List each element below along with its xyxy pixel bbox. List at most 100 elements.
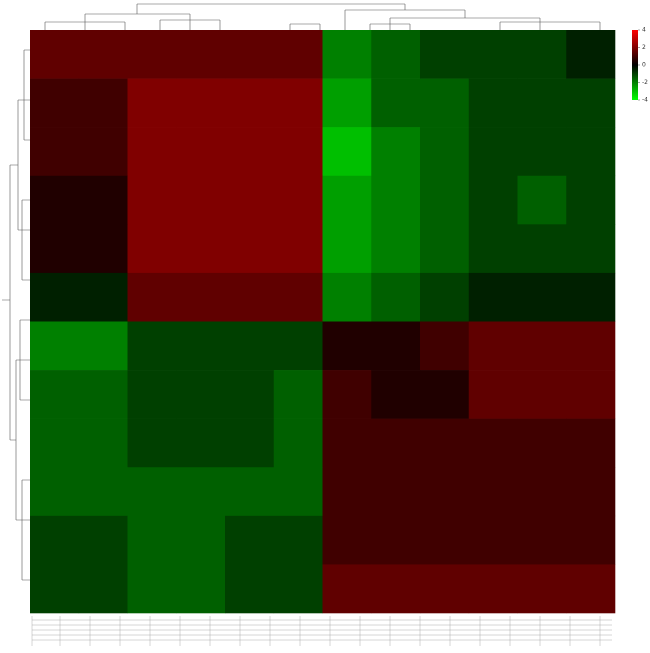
- heatmap-cell: [30, 515, 80, 565]
- heatmap-cell: [420, 224, 470, 274]
- heatmap-cell: [468, 224, 518, 274]
- heatmap-cell: [322, 272, 372, 322]
- heatmap-cell: [176, 127, 226, 177]
- heatmap-cell: [273, 564, 323, 614]
- heatmap-cell: [273, 418, 323, 468]
- heatmap-cell: [566, 515, 616, 565]
- heatmap-cell: [468, 175, 518, 225]
- heatmap-cell: [78, 515, 128, 565]
- heatmap-cell: [420, 78, 470, 128]
- legend-tick-label: -2: [642, 79, 648, 86]
- heatmap-cell: [566, 564, 616, 614]
- heatmap-cell: [517, 467, 567, 517]
- heatmap-cell: [322, 78, 372, 128]
- heatmap-cell: [225, 272, 275, 322]
- bottom-labels: [31, 616, 612, 646]
- heatmap-cell: [30, 127, 80, 177]
- heatmap-cell: [78, 30, 128, 79]
- heatmap-cell: [225, 370, 275, 419]
- heatmap-cell: [420, 127, 470, 177]
- legend-tick-label: 2: [642, 44, 646, 51]
- heatmap-cell: [322, 321, 372, 371]
- heatmap-cell: [420, 272, 470, 322]
- heatmap-cell: [468, 467, 518, 517]
- heatmap-cell: [127, 78, 177, 128]
- heatmap-cell: [468, 272, 518, 322]
- heatmap-cell: [566, 321, 616, 371]
- heatmap-cell: [420, 30, 470, 79]
- heatmap-cell: [176, 564, 226, 614]
- heatmap-cell: [176, 321, 226, 371]
- legend-bar: [632, 30, 638, 100]
- heatmap-cell: [517, 321, 567, 371]
- heatmap-cell: [322, 418, 372, 468]
- heatmap-cell: [30, 175, 80, 225]
- heatmap-cell: [225, 175, 275, 225]
- heatmap-cell: [273, 321, 323, 371]
- heatmap-cell: [322, 224, 372, 274]
- heatmap-cell: [176, 515, 226, 565]
- heatmap-cell: [30, 78, 80, 128]
- heatmap-cell: [176, 175, 226, 225]
- heatmap-cell: [371, 418, 421, 468]
- heatmap-cell: [322, 175, 372, 225]
- heatmap-cell: [127, 272, 177, 322]
- heatmap-cell: [225, 78, 275, 128]
- heatmap-cell: [517, 370, 567, 419]
- heatmap-cell: [517, 515, 567, 565]
- heatmap-cell: [468, 564, 518, 614]
- legend-tick-label: 0: [642, 62, 646, 69]
- heatmap-cell: [468, 370, 518, 419]
- heatmap-cell: [517, 272, 567, 322]
- heatmap-cell: [420, 467, 470, 517]
- heatmap-cell: [468, 418, 518, 468]
- heatmap-cell: [78, 224, 128, 274]
- heatmap-cell: [273, 467, 323, 517]
- heatmap-cell: [566, 370, 616, 419]
- heatmap-cell: [566, 467, 616, 517]
- heatmap-cell: [78, 78, 128, 128]
- heatmap-cell: [273, 224, 323, 274]
- heatmap-cell: [225, 127, 275, 177]
- heatmap-cell: [322, 564, 372, 614]
- heatmap-cell: [127, 418, 177, 468]
- heatmap-cell: [322, 370, 372, 419]
- heatmap-cell: [176, 370, 226, 419]
- heatmap-cell: [273, 515, 323, 565]
- heatmap-cell: [78, 564, 128, 614]
- heatmap-cell: [30, 224, 80, 274]
- heatmap-cell: [127, 127, 177, 177]
- heatmap-cell: [273, 30, 323, 79]
- heatmap-cell: [371, 30, 421, 79]
- legend-tick-label: -4: [642, 97, 648, 104]
- heatmap-cell: [30, 418, 80, 468]
- heatmap-cell: [420, 564, 470, 614]
- heatmap-cell: [127, 564, 177, 614]
- heatmap-cell: [176, 78, 226, 128]
- heatmap: [30, 30, 616, 614]
- heatmap-cell: [517, 418, 567, 468]
- heatmap-cell: [371, 467, 421, 517]
- heatmap-cell: [225, 467, 275, 517]
- heatmap-cell: [273, 370, 323, 419]
- heatmap-cell: [127, 175, 177, 225]
- heatmap-cell: [468, 321, 518, 371]
- heatmap-cell: [566, 127, 616, 177]
- heatmap-cell: [566, 224, 616, 274]
- heatmap-cell: [420, 175, 470, 225]
- heatmap-cell: [127, 370, 177, 419]
- heatmap-cell: [371, 272, 421, 322]
- heatmap-cell: [566, 418, 616, 468]
- heatmap-cell: [78, 127, 128, 177]
- heatmap-cell: [30, 370, 80, 419]
- heatmap-cell: [176, 224, 226, 274]
- heatmap-cell: [127, 30, 177, 79]
- heatmap-cell: [517, 564, 567, 614]
- heatmap-cell: [225, 224, 275, 274]
- heatmap-cell: [420, 370, 470, 419]
- heatmap-cell: [127, 224, 177, 274]
- heatmap-cell: [78, 370, 128, 419]
- heatmap-cell: [176, 467, 226, 517]
- heatmap-cell: [322, 467, 372, 517]
